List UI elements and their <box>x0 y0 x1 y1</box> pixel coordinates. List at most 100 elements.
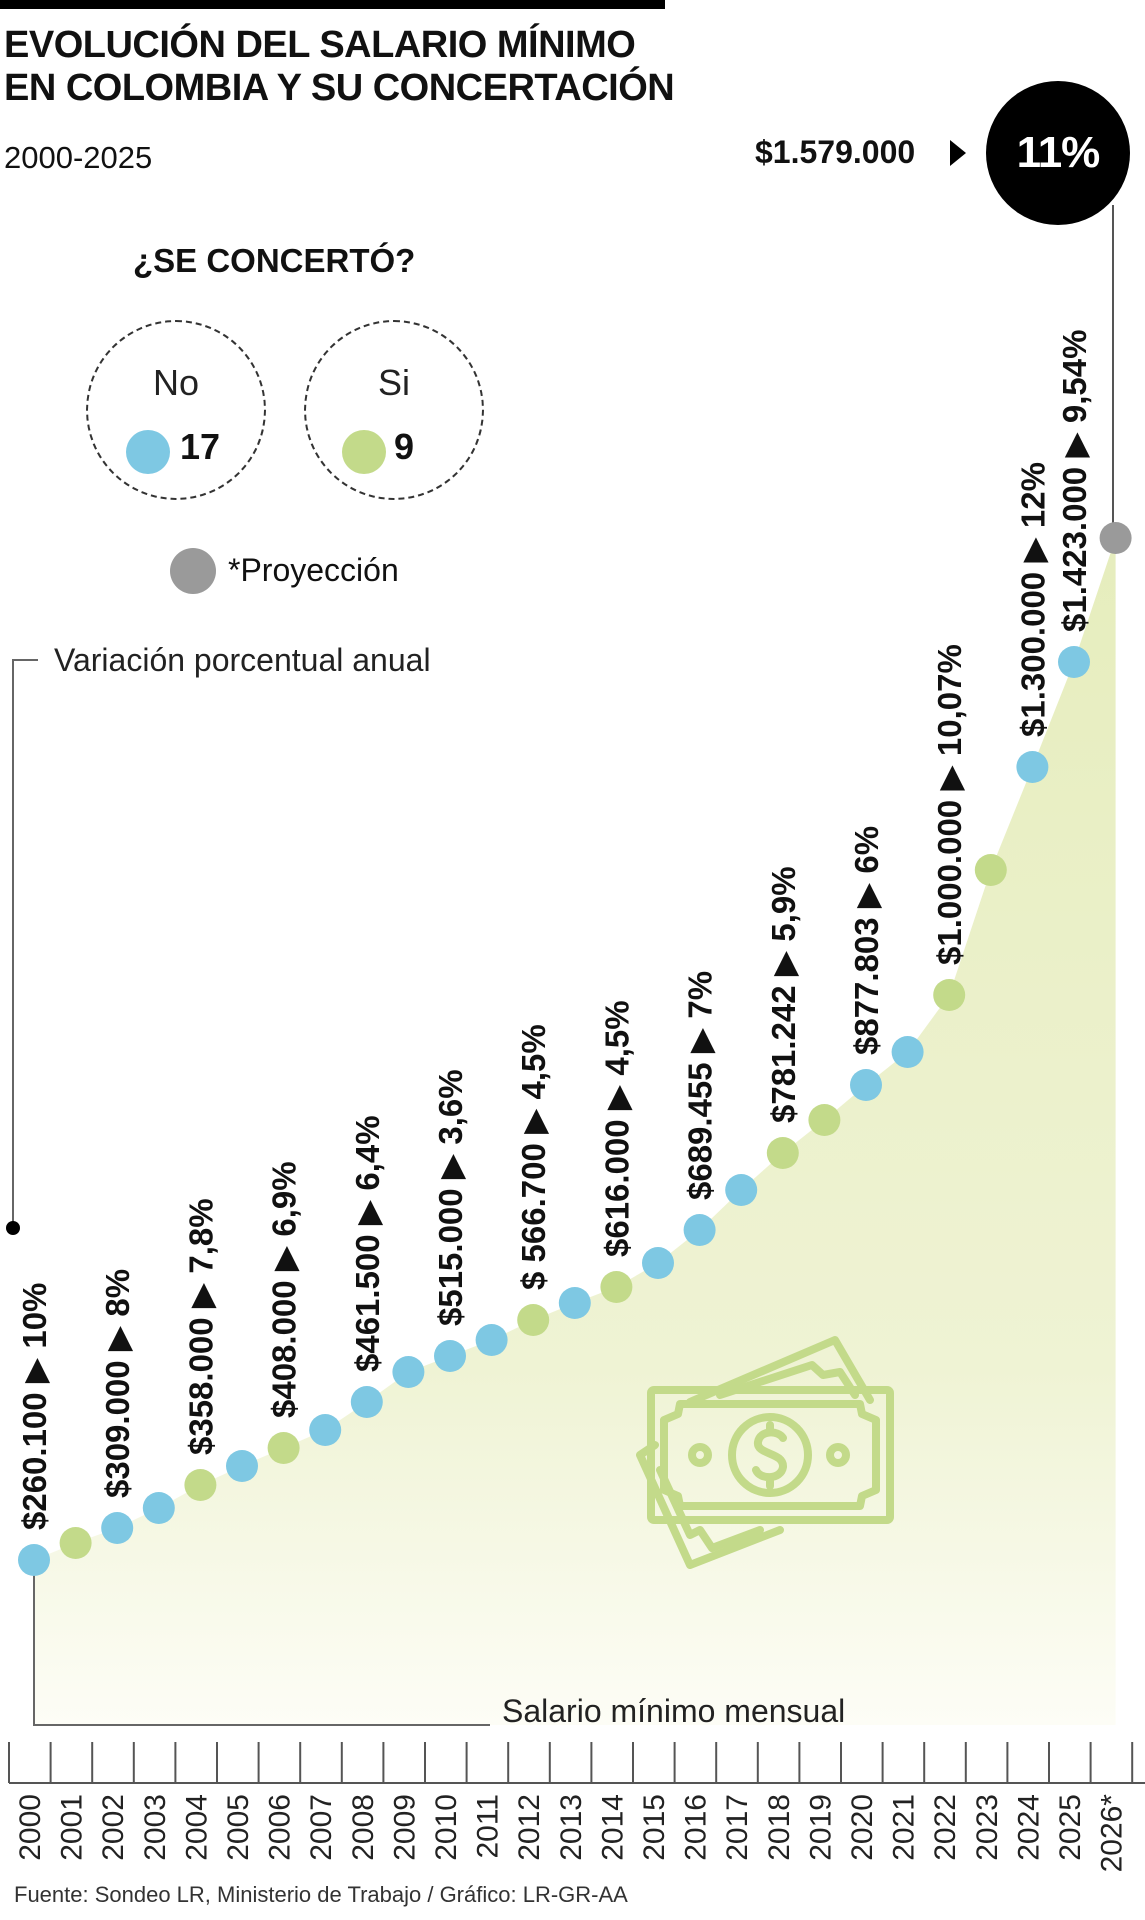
year-label: 2007 <box>305 1794 338 1861</box>
data-label: $408.000 ▶ 6,9% <box>266 1161 303 1418</box>
year-label: 2009 <box>388 1794 421 1861</box>
year-label: 2022 <box>929 1794 962 1861</box>
variation-axis-label: Variación porcentual anual <box>54 642 431 678</box>
page-title: EVOLUCIÓN DEL SALARIO MÍNIMO EN COLOMBIA… <box>4 24 675 110</box>
source-note: Fuente: Sondeo LR, Ministerio de Trabajo… <box>14 1882 628 1907</box>
data-labels: $260.100 ▶ 10% $309.000 ▶ 8% $358.000 ▶ 7,… <box>16 330 1093 1530</box>
year-label: 2004 <box>180 1794 213 1861</box>
year-label: 2002 <box>97 1794 130 1861</box>
variation-leader-dot <box>6 1221 20 1235</box>
year-label: 2011 <box>472 1794 505 1859</box>
x-axis-labels: 2000 2001 2002 2003 2004 2005 2006 2007 2008 2009… <box>14 1794 1129 1873</box>
data-label: $461.500 ▶ 6,4% <box>349 1115 386 1372</box>
data-point <box>1016 751 1049 783</box>
money-bills-icon <box>636 1336 894 1569</box>
salary-area <box>34 538 1116 1725</box>
data-point <box>184 1469 217 1501</box>
data-label: $781.242 ▶ 5,9% <box>765 866 802 1123</box>
data-point <box>309 1414 342 1446</box>
year-label: 2000 <box>14 1794 47 1861</box>
year-label: 2012 <box>513 1794 546 1861</box>
data-label: $358.000 ▶ 7,8% <box>182 1198 219 1455</box>
legend-title: ¿SE CONCERTÓ? <box>133 242 416 279</box>
year-label: 2010 <box>430 1794 463 1861</box>
year-label: 2003 <box>139 1794 172 1861</box>
data-points <box>18 522 1132 1576</box>
legend-projection-label: *Proyección <box>228 552 399 588</box>
green-dot-icon <box>342 430 386 474</box>
year-label: 2008 <box>347 1794 380 1861</box>
year-label: 2018 <box>763 1794 796 1861</box>
data-point <box>558 1287 591 1319</box>
top-rule <box>0 0 665 9</box>
data-label: $689.455 ▶ 7% <box>682 971 719 1200</box>
data-label: $309.000 ▶ 8% <box>99 1269 136 1498</box>
year-label: 2015 <box>638 1794 671 1861</box>
year-label: 2006 <box>264 1794 297 1861</box>
data-point <box>766 1137 799 1169</box>
data-point <box>267 1432 300 1464</box>
data-label: $877.803 ▶ 6% <box>848 826 885 1055</box>
variation-leader <box>12 659 38 1228</box>
data-point <box>350 1386 383 1418</box>
data-label: $1.300.000 ▶ 12% <box>1014 462 1051 737</box>
title-line-2: EN COLOMBIA Y SU CONCERTACIÓN <box>4 67 675 109</box>
year-label: 2019 <box>804 1794 837 1861</box>
year-label: 2021 <box>888 1794 921 1861</box>
data-point <box>642 1247 674 1279</box>
title-line-1: EVOLUCIÓN DEL SALARIO MÍNIMO <box>4 24 636 66</box>
projection-pct-badge: 11% <box>986 81 1130 225</box>
data-point <box>434 1340 466 1372</box>
year-label: 2024 <box>1012 1794 1045 1861</box>
data-point <box>101 1512 134 1544</box>
subtitle: 2000-2025 <box>4 140 153 175</box>
data-label: $616.000 ▶ 4,5% <box>598 1000 635 1257</box>
data-label: $ 566.700 ▶ 4,5% <box>515 1024 552 1290</box>
legend-si-count: 9 <box>394 426 415 467</box>
legend-no-count: 17 <box>180 426 221 467</box>
salary-leader <box>33 1570 490 1726</box>
legend-no-label: No <box>152 362 200 403</box>
salary-axis-label: Salario mínimo mensual <box>502 1693 846 1729</box>
data-label: $1.000.000 ▶ 10,07% <box>931 644 968 965</box>
data-point <box>600 1271 633 1303</box>
data-point <box>891 1036 924 1068</box>
x-axis-ticks <box>8 1742 1134 1783</box>
year-label: 2023 <box>971 1794 1004 1861</box>
data-point <box>1058 646 1090 678</box>
data-label: $1.423.000 ▶ 9,54% <box>1056 330 1093 632</box>
data-point <box>59 1527 92 1559</box>
year-label: 2005 <box>222 1794 255 1861</box>
data-point <box>18 1544 50 1576</box>
year-label: 2026* <box>1096 1794 1129 1873</box>
arrow-right-icon <box>950 140 966 166</box>
data-point <box>142 1492 175 1524</box>
data-label: $515.000 ▶ 3,6% <box>432 1069 469 1326</box>
data-label: $260.100 ▶ 10% <box>16 1283 53 1530</box>
projection-value: $1.579.000 <box>755 134 916 170</box>
year-label: 2014 <box>596 1794 629 1861</box>
year-label: 2013 <box>555 1794 588 1861</box>
blue-dot-icon <box>126 430 170 474</box>
year-label: 2025 <box>1054 1794 1087 1861</box>
data-point <box>850 1069 882 1101</box>
legend-si-label: Si <box>377 362 410 403</box>
year-label: 2020 <box>846 1794 879 1861</box>
data-point <box>974 854 1007 886</box>
data-point <box>475 1324 508 1356</box>
year-label: 2017 <box>721 1794 754 1861</box>
data-point <box>933 979 966 1011</box>
legend-no: No 17 <box>86 320 266 500</box>
year-label: 2001 <box>56 1794 89 1861</box>
data-point <box>683 1214 716 1246</box>
data-point <box>517 1304 550 1336</box>
data-point <box>725 1174 758 1206</box>
year-label: 2016 <box>680 1794 713 1861</box>
data-point <box>1099 522 1132 554</box>
data-point <box>392 1356 425 1388</box>
data-point <box>808 1104 841 1136</box>
data-point <box>226 1450 258 1482</box>
legend-si: Si 9 <box>304 320 484 500</box>
gray-dot-icon <box>170 548 216 594</box>
